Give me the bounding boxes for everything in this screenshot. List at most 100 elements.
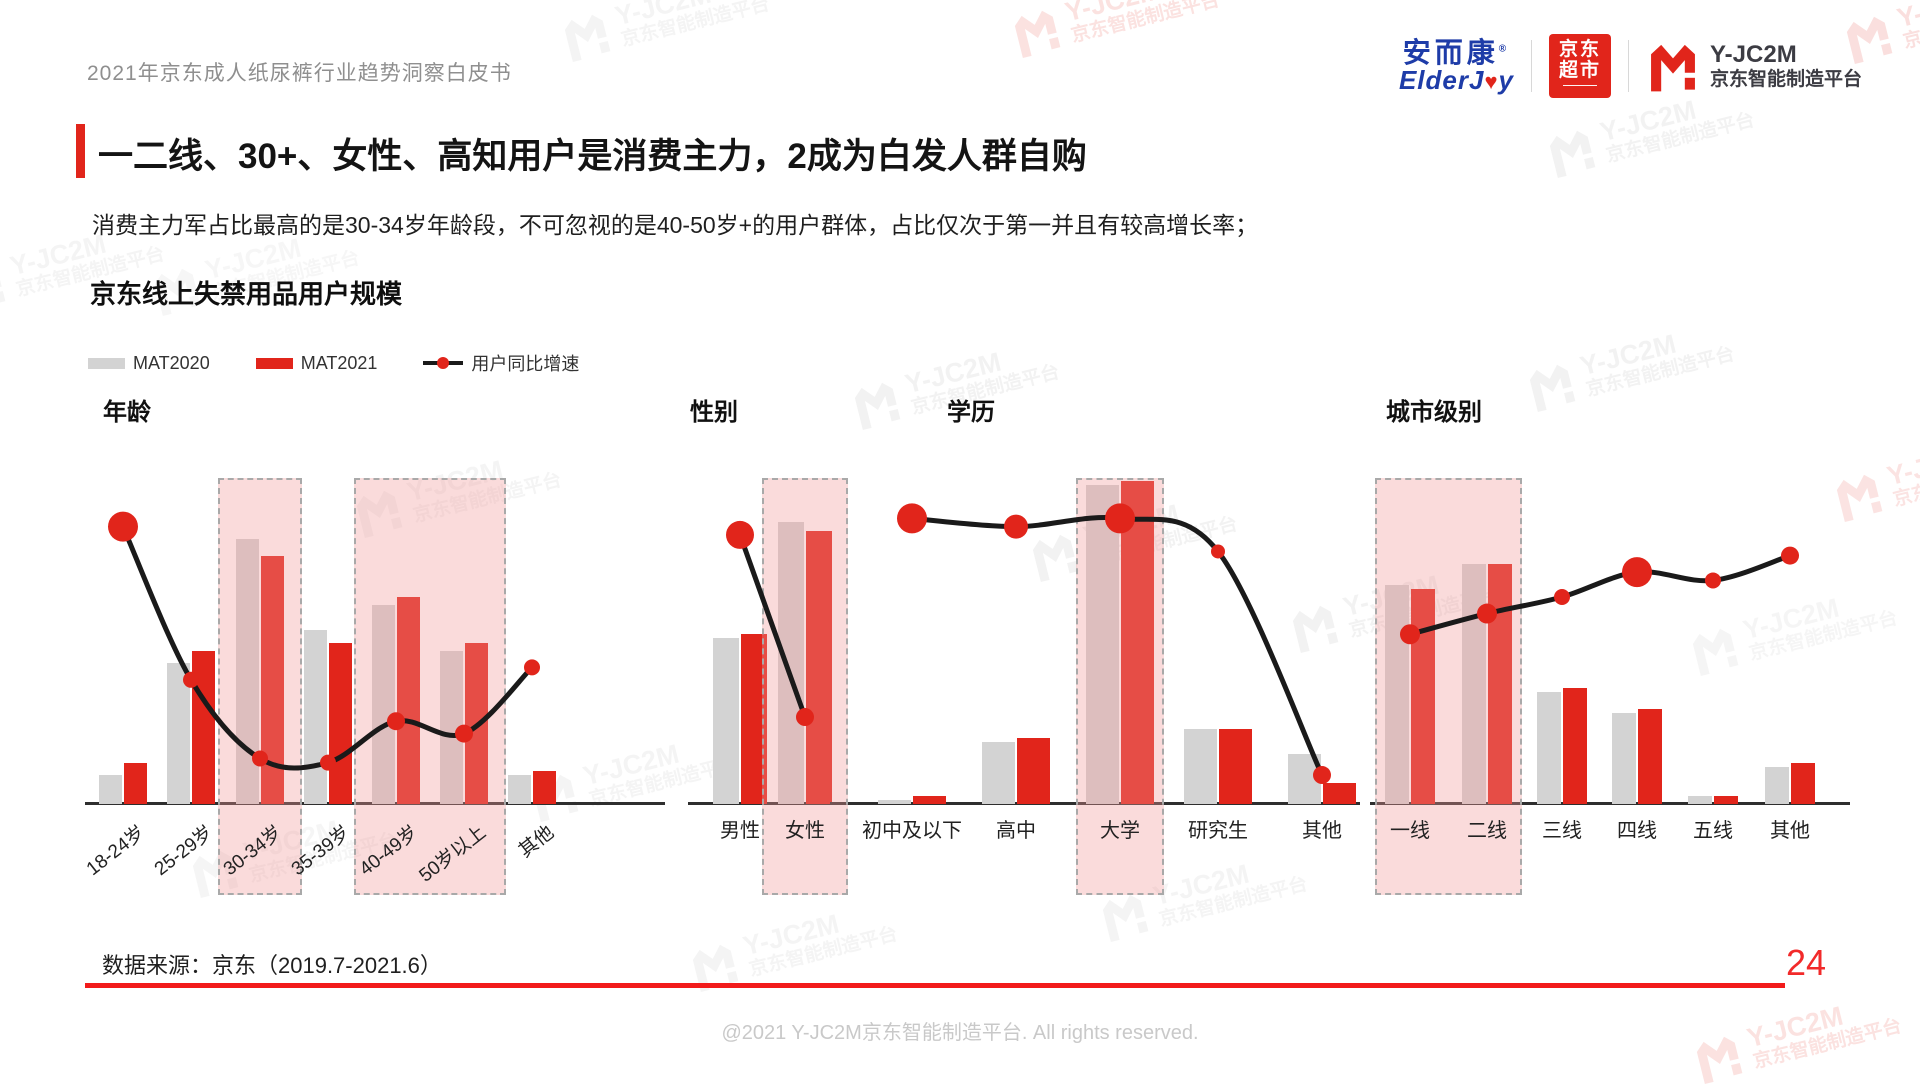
legend-item-mat2021: MAT2021 — [255, 353, 377, 374]
bar-mat2020-education-0 — [878, 799, 911, 804]
bar-mat2020-education-1 — [982, 741, 1015, 804]
bar-mat2020-gender-1 — [778, 522, 804, 804]
bar-mat2020-education-2 — [1086, 485, 1119, 804]
line-dot — [183, 671, 199, 688]
page-title: 一二线、30+、女性、高知用户是消费主力，2成为白发人群自购 — [98, 137, 1087, 176]
bar-mat2021-city-tier-0 — [1411, 588, 1435, 804]
logo-bar: 安而康® ElderJ♥y 京东 超市 Y-JC2M 京东智能制造平台 — [1399, 34, 1862, 98]
growth-line-city-tier — [1400, 546, 1799, 645]
chart-panel-age: 年龄 18-24岁 25-29岁 30-34岁 35-39岁 40-49岁 50岁以上 其他 — [83, 390, 665, 910]
line-dot — [108, 511, 138, 542]
bar-mat2020-city-tier-5 — [1765, 766, 1789, 804]
bar-mat2020-gender-0 — [713, 638, 739, 804]
bar-mat2021-city-tier-3 — [1638, 708, 1662, 804]
bar-mat2021-age-2 — [261, 555, 284, 804]
page-subtitle: 消费主力军占比最高的是30-34岁年龄段，不可忽视的是40-50岁+的用户群体，… — [92, 212, 1259, 238]
panel-title-age: 年龄 — [103, 399, 151, 426]
line-dot — [1313, 766, 1331, 785]
bar-mat2020-city-tier-0 — [1385, 584, 1409, 804]
growth-line-gender — [726, 520, 814, 727]
legend-item-mat2020: MAT2020 — [88, 353, 210, 374]
line-dot — [897, 503, 927, 534]
bar-mat2021-city-tier-5 — [1791, 762, 1815, 804]
line-dot — [387, 712, 405, 731]
data-source-note: 数据来源：京东（2019.7-2021.6） — [102, 953, 442, 978]
yjc2m-logo: Y-JC2M 京东智能制造平台 — [1646, 39, 1862, 93]
x-label: 高中 — [996, 820, 1036, 842]
x-label: 四线 — [1617, 820, 1657, 842]
x-label: 大学 — [1100, 820, 1140, 842]
x-label: 三线 — [1542, 820, 1582, 842]
bar-mat2021-education-4 — [1323, 783, 1356, 804]
line-dot — [1705, 572, 1721, 589]
growth-line-age — [108, 511, 540, 771]
x-label: 五线 — [1693, 820, 1733, 842]
panel-title-city-tier: 城市级别 — [1386, 399, 1482, 426]
panel-title-education: 学历 — [947, 399, 995, 426]
legend-line-sample-icon — [423, 357, 464, 369]
growth-line-education — [897, 503, 1331, 785]
highlight-region — [762, 478, 848, 895]
highlight-region — [1076, 478, 1164, 895]
page-number: 24 — [1786, 942, 1827, 983]
bar-mat2020-city-tier-3 — [1612, 712, 1636, 804]
bar-mat2021-city-tier-1 — [1488, 563, 1512, 804]
highlight-region — [218, 478, 302, 895]
highlight-region — [354, 478, 506, 895]
line-dot — [1622, 557, 1652, 588]
bar-mat2020-age-6 — [508, 775, 531, 804]
bar-mat2021-age-4 — [397, 597, 420, 804]
bottom-rule — [85, 983, 1785, 988]
bar-mat2020-city-tier-1 — [1462, 563, 1486, 804]
line-dot — [1781, 546, 1799, 565]
x-label: 初中及以下 — [862, 820, 962, 842]
line-dot — [1105, 503, 1135, 534]
x-label: 男性 — [720, 820, 760, 842]
bar-mat2020-city-tier-2 — [1537, 692, 1561, 804]
line-dot — [1477, 603, 1497, 624]
copyright-footer: @2021 Y-JC2M京东智能制造平台. All rights reserve… — [721, 1022, 1199, 1044]
bar-mat2021-city-tier-2 — [1563, 688, 1587, 804]
legend-swatch-mat2020 — [88, 357, 125, 369]
x-label: 研究生 — [1188, 820, 1248, 842]
bar-mat2020-city-tier-4 — [1688, 795, 1712, 804]
x-label: 其他 — [1770, 820, 1810, 842]
bar-mat2020-age-2 — [236, 539, 259, 804]
yjc2m-m-icon — [557, 7, 615, 65]
line-dot — [726, 520, 754, 549]
title-accent-bar — [76, 124, 85, 178]
jd-logo-slogan-strip — [1562, 85, 1597, 92]
logo-divider — [1530, 40, 1532, 92]
chart-panel-education: 学历 初中及以下 高中 大学 研究生 其他 — [830, 390, 1360, 910]
bar-mat2020-age-5 — [440, 650, 463, 804]
chart-legend: MAT2020 MAT2021 用户同比增速 — [88, 350, 625, 376]
chart-section-title: 京东线上失禁用品用户规模 — [90, 279, 403, 309]
chart-panel-city-tier: 城市级别一线 二线 三线 四线 五线 其他 — [1370, 390, 1850, 910]
line-dot — [1554, 589, 1570, 605]
yjc2m-m-icon — [1646, 39, 1700, 93]
elderjoy-logo: 安而康® ElderJ♥y — [1398, 36, 1514, 96]
x-label: 二线 — [1467, 820, 1507, 842]
line-dot — [455, 724, 473, 743]
bar-mat2021-education-3 — [1219, 729, 1252, 804]
legend-label: 用户同比增速 — [471, 354, 580, 374]
line-dot — [524, 659, 540, 676]
x-axis — [688, 802, 858, 805]
line-dot — [1211, 544, 1225, 559]
line-dot — [1004, 514, 1028, 539]
yjc2m-m-icon — [0, 257, 10, 315]
yjc2m-m-icon — [1007, 3, 1065, 61]
bar-mat2020-age-4 — [372, 605, 395, 804]
x-label: 一线 — [1390, 820, 1430, 842]
bar-mat2021-education-1 — [1017, 737, 1050, 804]
line-dot — [1400, 624, 1420, 645]
document-title: 2021年京东成人纸尿裤行业趋势洞察白皮书 — [87, 62, 512, 85]
logo-divider — [1627, 40, 1629, 92]
yjc2m-m-icon — [1542, 123, 1600, 181]
